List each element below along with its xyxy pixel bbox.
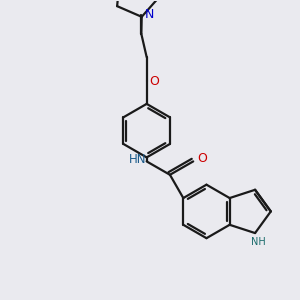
Text: NH: NH bbox=[251, 237, 266, 247]
Text: O: O bbox=[150, 75, 160, 88]
Text: N: N bbox=[145, 8, 154, 21]
Text: HN: HN bbox=[129, 153, 146, 166]
Text: O: O bbox=[197, 152, 207, 165]
